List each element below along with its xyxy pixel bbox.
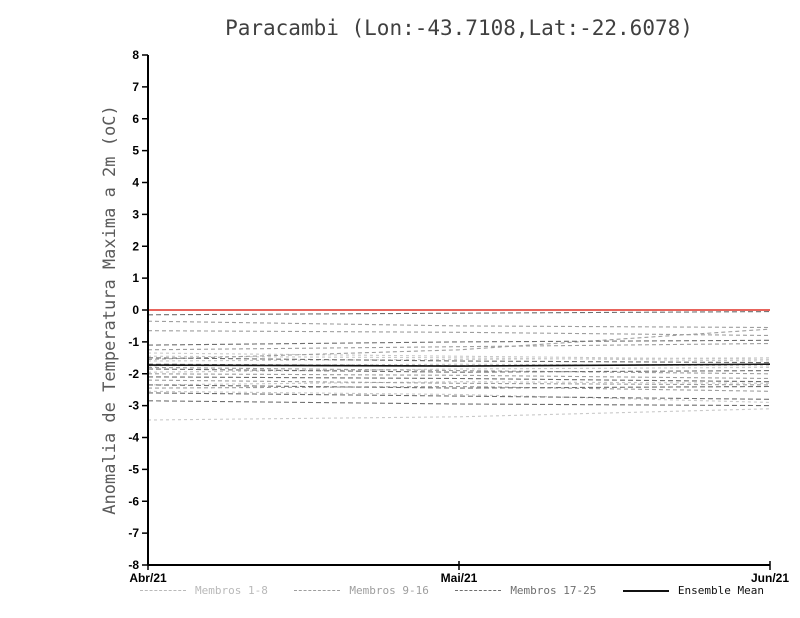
svg-text:2: 2	[132, 239, 139, 253]
legend-label: Ensemble Mean	[677, 584, 764, 597]
members-17-25-line-sample	[455, 590, 502, 591]
svg-text:-5: -5	[128, 462, 139, 476]
ensemble-mean-line	[147, 363, 771, 367]
y-axis-ticks: -8 -7 -6 -5 -4 -3 -2 -1 0 1 2 3 4 5 6 7 8	[128, 48, 148, 572]
svg-text:0: 0	[132, 303, 139, 317]
legend-label: Membros 17-25	[510, 584, 597, 597]
x-axis-ticks: Abr/21 Mai/21 Jun/21	[129, 561, 789, 585]
svg-text:5: 5	[132, 144, 139, 158]
svg-text:-7: -7	[128, 526, 139, 540]
legend: Membros 1-8 Membros 9-16 Membros 17-25 E…	[140, 584, 764, 597]
ensemble-mean-line-sample	[622, 589, 669, 592]
svg-text:3: 3	[132, 207, 139, 221]
svg-text:6: 6	[132, 112, 139, 126]
svg-text:8: 8	[132, 48, 139, 62]
svg-text:Mai/21: Mai/21	[441, 571, 478, 585]
members-1-8-line-sample	[140, 590, 186, 591]
legend-item: Membros 9-16	[294, 584, 429, 597]
legend-item: Membros 1-8	[140, 584, 268, 597]
legend-item: Ensemble Mean	[622, 584, 764, 597]
svg-text:-1: -1	[128, 335, 139, 349]
legend-label: Membros 9-16	[349, 584, 429, 597]
legend-item: Membros 17-25	[455, 584, 596, 597]
svg-text:-3: -3	[128, 399, 139, 413]
svg-text:4: 4	[132, 176, 139, 190]
svg-text:-6: -6	[128, 494, 139, 508]
svg-text:Abr/21: Abr/21	[129, 571, 167, 585]
svg-text:-8: -8	[128, 558, 139, 572]
members-9-16-line-sample	[294, 590, 341, 591]
chart-title: Paracambi (Lon:-43.7108,Lat:-22.6078)	[225, 16, 693, 40]
ensemble-member-lines	[147, 311, 771, 421]
legend-label: Membros 1-8	[195, 584, 268, 597]
svg-text:1: 1	[132, 271, 139, 285]
svg-text:Jun/21: Jun/21	[751, 571, 789, 585]
svg-text:-4: -4	[128, 431, 139, 445]
svg-text:-2: -2	[128, 367, 139, 381]
svg-text:7: 7	[132, 80, 139, 94]
